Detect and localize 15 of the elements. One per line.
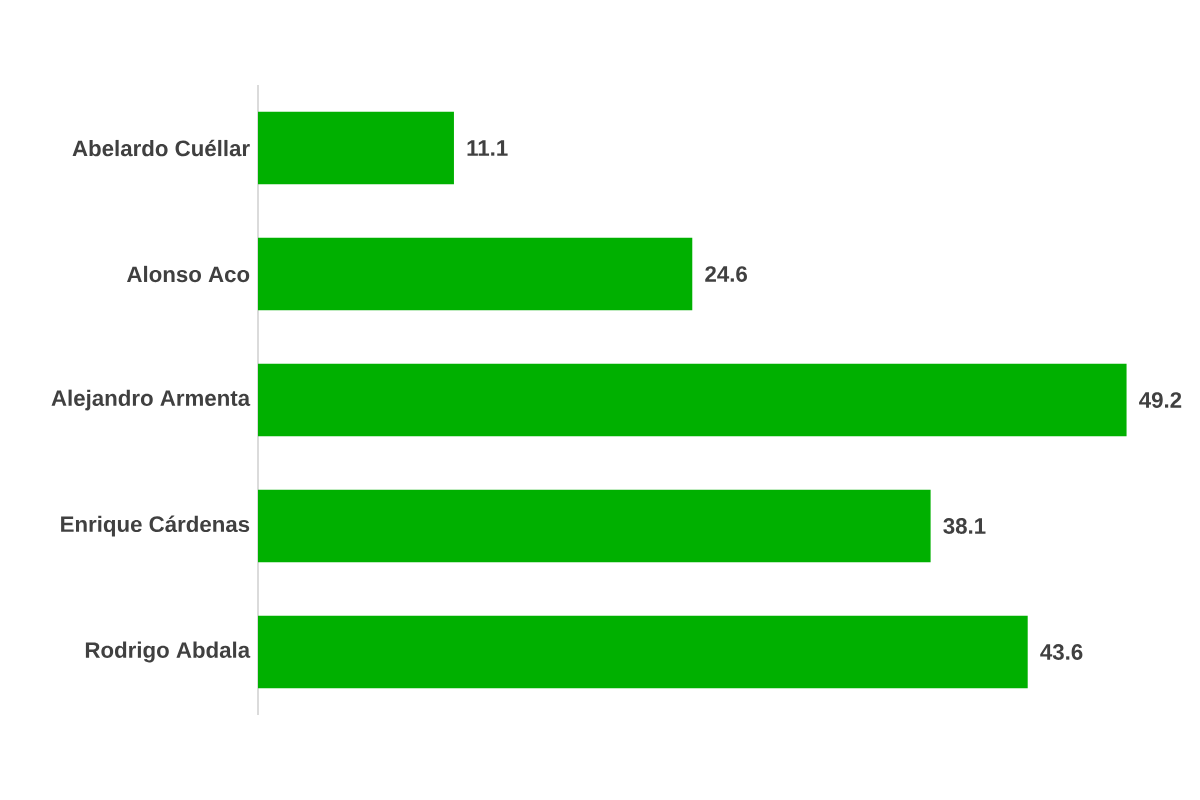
bar xyxy=(257,615,1028,689)
y-tick-label: Alonso Aco xyxy=(127,265,250,283)
y-tick-label: Rodrigo Abdala xyxy=(85,641,251,663)
data-label: 24.6 xyxy=(705,266,747,282)
bar xyxy=(257,237,693,311)
data-label: 11.1 xyxy=(467,140,508,156)
data-label: 43.6 xyxy=(1040,644,1083,660)
y-tick-label: Enrique Cárdenas xyxy=(61,515,250,537)
y-tick-label: Abelardo Cuéllar xyxy=(72,139,250,157)
bar xyxy=(257,489,931,563)
bar xyxy=(257,111,454,185)
data-label: 38.1 xyxy=(943,518,986,534)
data-label: 49.2 xyxy=(1139,392,1182,408)
bar xyxy=(257,363,1127,437)
y-tick-label: Alejandro Armenta xyxy=(51,389,251,411)
